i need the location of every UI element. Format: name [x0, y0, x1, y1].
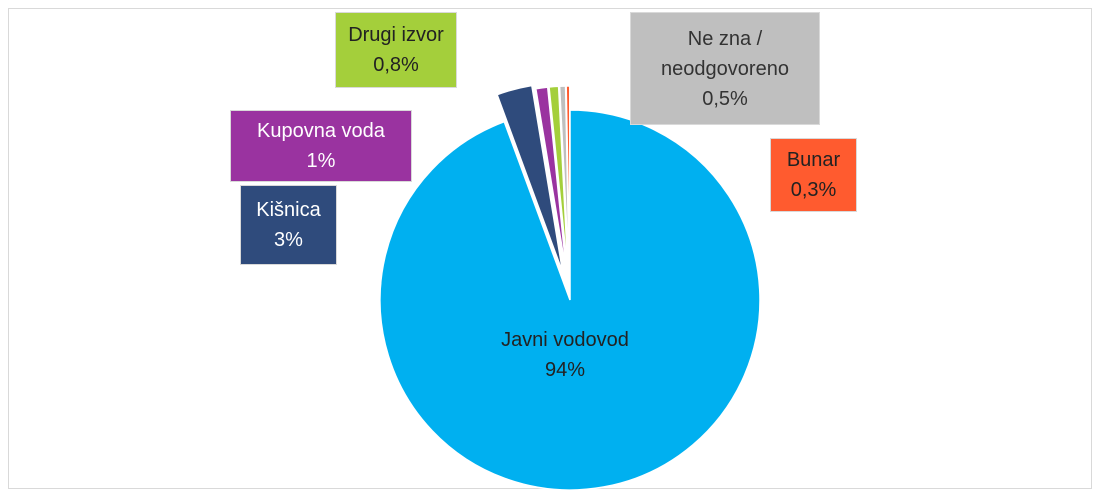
label-value: 0,3%	[790, 179, 837, 201]
pie-slice	[565, 85, 571, 277]
data-label: Ne zna / neodgovoreno 0,5%	[630, 12, 820, 125]
label-value: 0,5%	[702, 87, 748, 110]
label-name: Bunar	[786, 149, 841, 171]
label-name: Javni vodovod	[501, 329, 629, 351]
pie-slice	[534, 86, 568, 277]
label-value: 94%	[544, 359, 586, 381]
pie-slice	[548, 85, 569, 277]
label-name: Drugi izvor	[348, 24, 444, 46]
label-value: 0,8%	[373, 54, 419, 76]
data-label: Kupovna voda 1%	[230, 110, 412, 182]
data-label: Bunar 0,3%	[770, 138, 857, 212]
label-value: 1%	[306, 150, 336, 172]
data-label: Javni vodovod 94%	[445, 310, 685, 400]
pie-slice	[496, 84, 564, 274]
pie-slice	[379, 109, 761, 491]
data-label: Kišnica 3%	[240, 185, 337, 265]
label-name: Kišnica	[256, 199, 321, 221]
label-name: Kupovna voda	[257, 120, 385, 142]
label-name: Ne zna / neodgovoreno	[661, 27, 789, 80]
data-label: Drugi izvor 0,8%	[335, 12, 457, 88]
label-value: 3%	[274, 229, 303, 251]
